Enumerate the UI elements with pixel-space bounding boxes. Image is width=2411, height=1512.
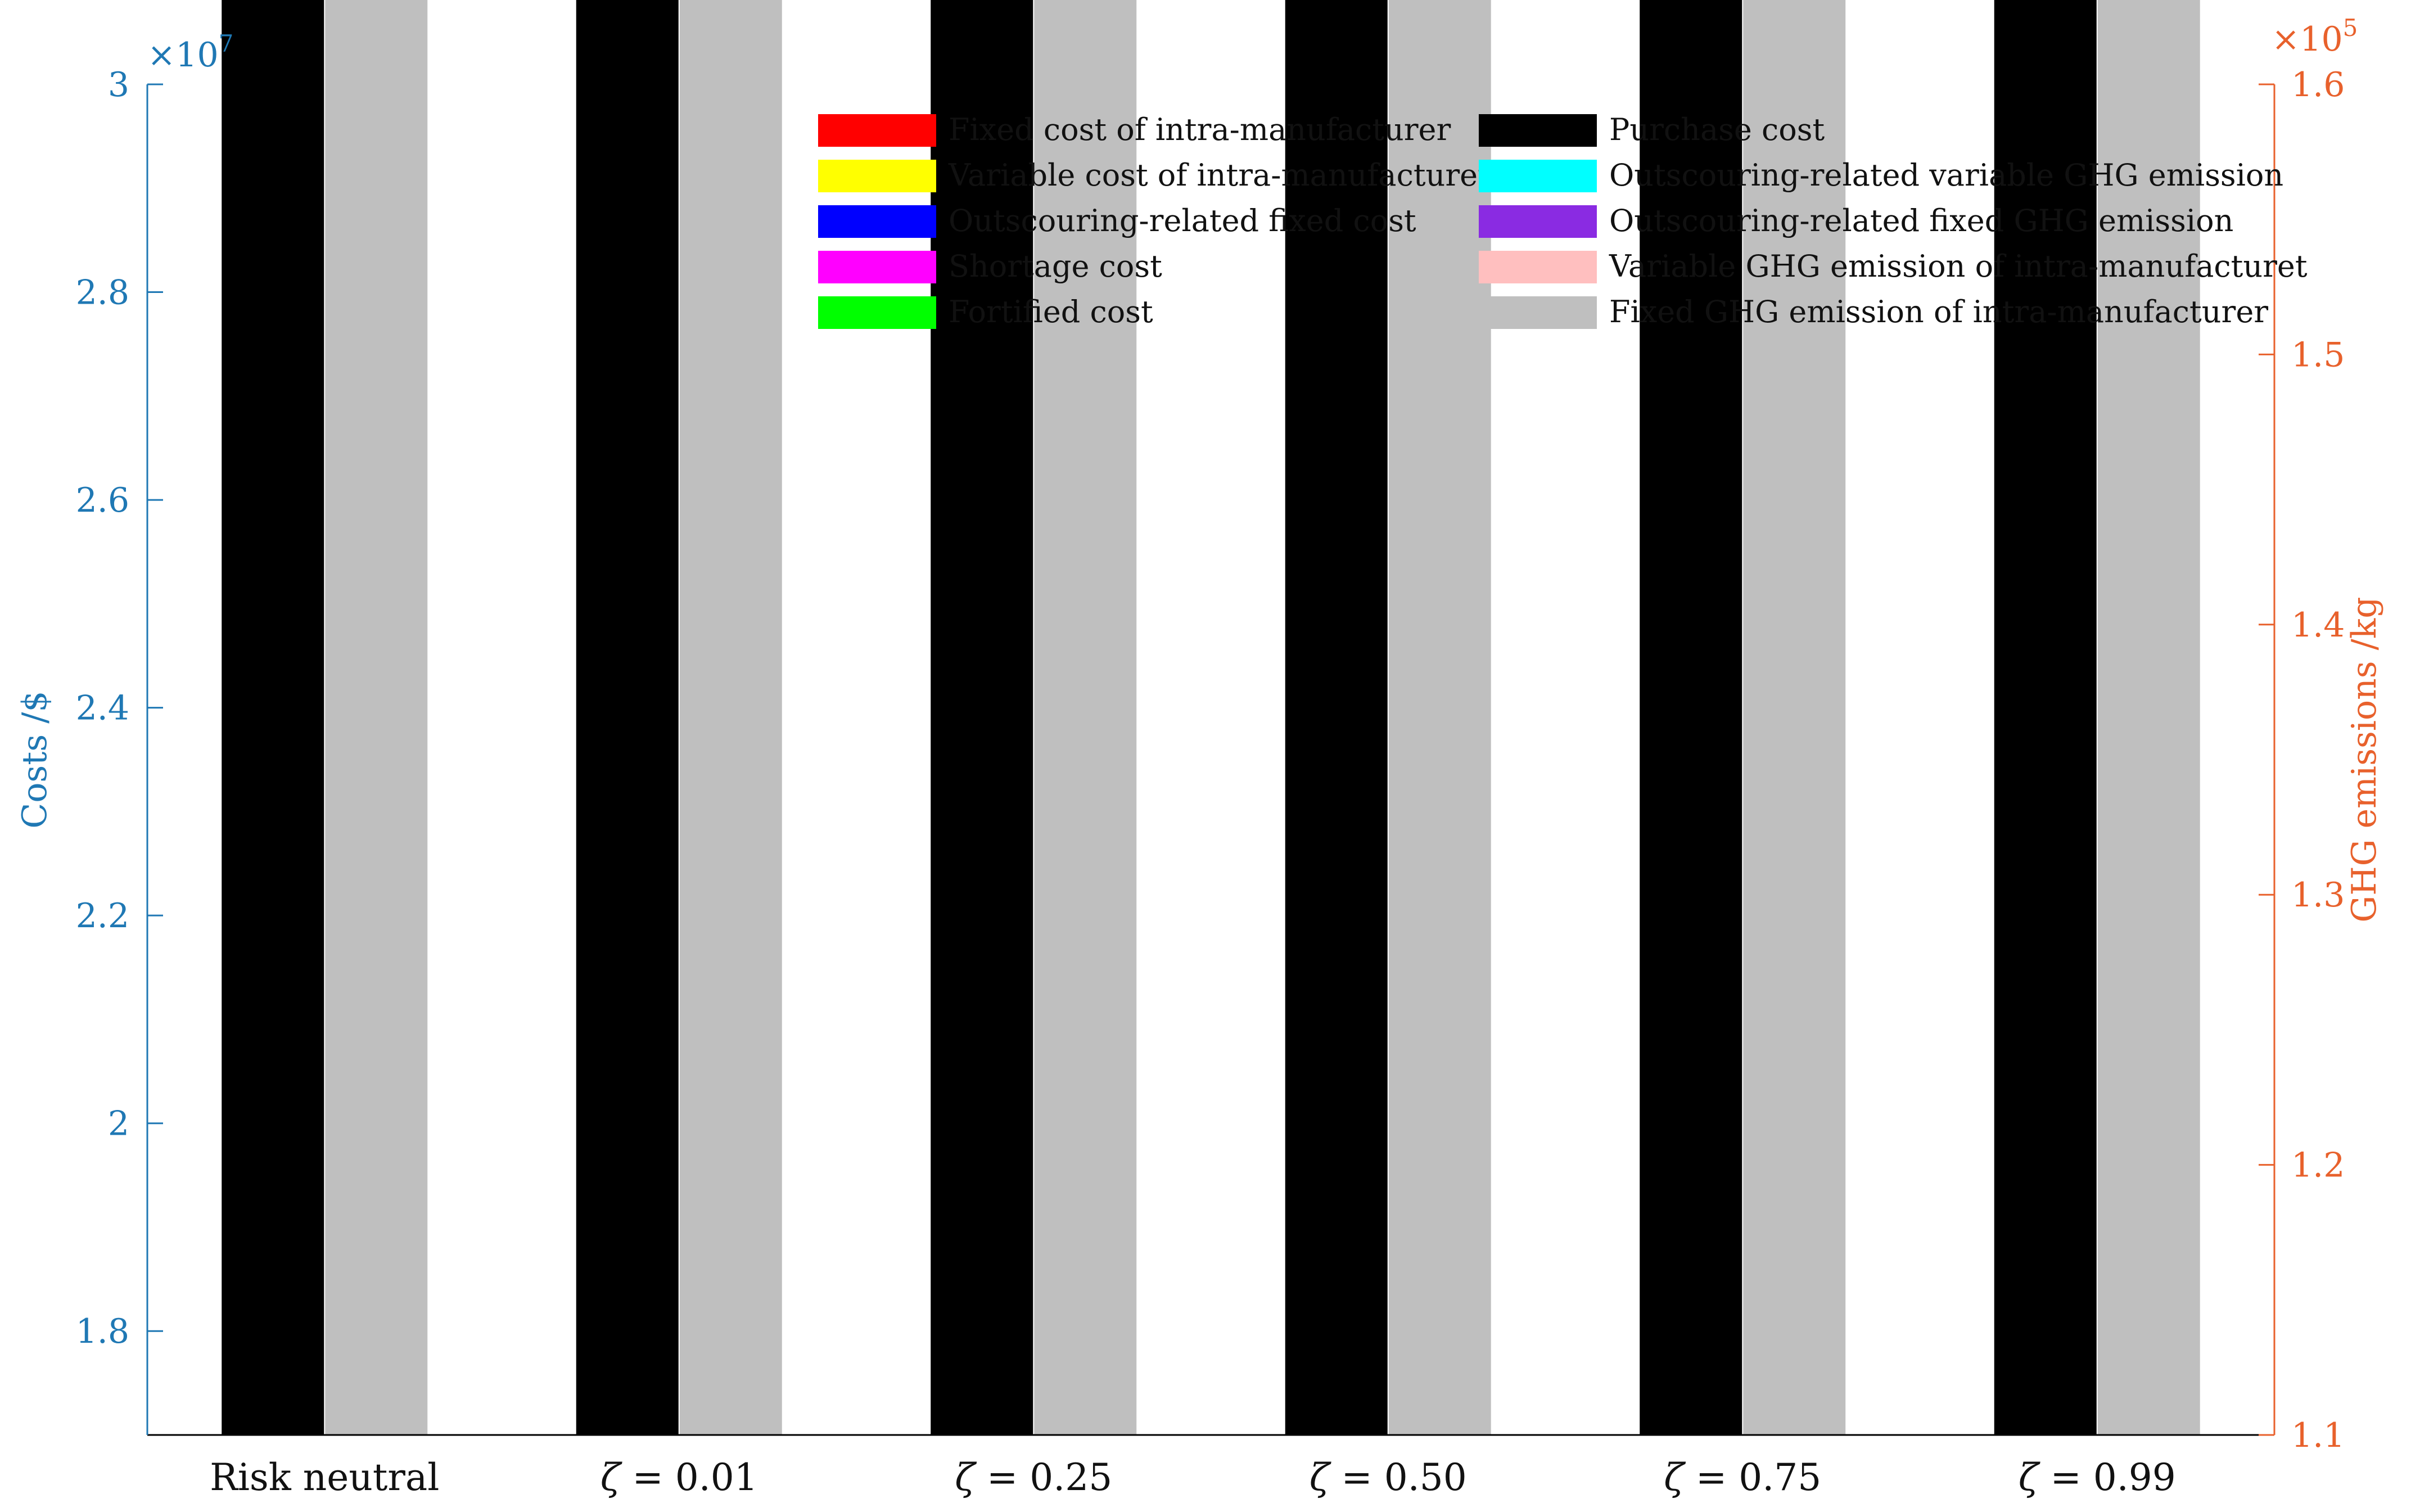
ghg-bar-5-segment-1 <box>1743 0 1846 1435</box>
legend-label-2-1: Purchase cost <box>1609 112 1825 147</box>
cost-bar-3-segment-1 <box>931 0 1033 1435</box>
right-tick-label-4: 1.4 <box>2291 606 2345 645</box>
legend-swatch-2-1 <box>1479 114 1597 147</box>
legend-swatch-2-5 <box>1479 296 1597 329</box>
ghg-bar-3-segment-1 <box>1034 0 1137 1435</box>
legend-swatch-1-2 <box>818 160 936 192</box>
left-tick-label-3: 2.2 <box>76 896 129 936</box>
left-tick-label-7: 3 <box>108 65 129 105</box>
legend-label-2-2: Outscouring-related variable GHG emissio… <box>1609 157 2283 193</box>
x-tick-symbol-2: ζ <box>601 1456 623 1499</box>
left-tick-label-1: 1.8 <box>76 1312 129 1351</box>
legend: Fixed cost of intra-manufacturer Variable… <box>818 112 2308 330</box>
cost-bar-4-segment-1 <box>1285 0 1388 1435</box>
left-axis-multiplier: ×107 <box>147 30 233 75</box>
left-axis-title: Costs /$ <box>15 690 55 828</box>
legend-label-1-3: Outscouring-related fixed cost <box>949 203 1416 238</box>
x-tick-symbol-3: ζ <box>955 1456 977 1499</box>
x-tick-text-2: = 0.01 <box>621 1456 758 1499</box>
cost-bar-1-segment-1 <box>222 0 324 1435</box>
left-tick-label-6: 2.8 <box>76 273 129 313</box>
left-tick-label-4: 2.4 <box>76 689 129 728</box>
x-tick-symbol-6: ζ <box>2019 1456 2041 1499</box>
x-tick-symbol-5: ζ <box>1664 1456 1686 1499</box>
x-tick-label-5: ζ = 0.75 <box>1664 1456 1821 1499</box>
x-tick-label-1: Risk neutral <box>210 1456 439 1499</box>
right-tick-label-6: 1.6 <box>2291 65 2345 105</box>
right-tick-label-3: 1.3 <box>2291 875 2345 915</box>
right-tick-label-5: 1.5 <box>2291 335 2345 374</box>
legend-swatch-1-4 <box>818 251 936 283</box>
legend-label-1-2: Variable cost of intra-manufacturet <box>948 157 1490 193</box>
legend-swatch-2-4 <box>1479 251 1597 283</box>
x-tick-text-1: Risk neutral <box>210 1456 439 1499</box>
legend-swatch-2-2 <box>1479 160 1597 192</box>
bars-layer <box>222 0 2200 1436</box>
x-tick-text-6: = 0.99 <box>2039 1456 2176 1499</box>
left-axis-multiplier-base: ×10 <box>147 35 219 75</box>
x-tick-label-2: ζ = 0.01 <box>601 1456 758 1499</box>
cost-bar-5-segment-1 <box>1640 0 1742 1435</box>
legend-label-1-4: Shortage cost <box>949 249 1162 284</box>
x-tick-label-6: ζ = 0.99 <box>2019 1456 2176 1499</box>
right-axis-multiplier-base: ×10 <box>2272 20 2343 59</box>
ghg-bar-4-segment-1 <box>1388 0 1491 1436</box>
legend-swatch-1-3 <box>818 205 936 238</box>
cost-bar-6-segment-1 <box>1994 0 2097 1435</box>
left-tick-label-5: 2.6 <box>76 481 129 520</box>
ghg-bar-2-segment-1 <box>679 0 782 1435</box>
cost-bar-2-segment-1 <box>576 0 679 1435</box>
x-tick-symbol-4: ζ <box>1310 1456 1332 1499</box>
right-axis-title: GHG emissions /kg <box>2345 597 2384 922</box>
x-tick-text-4: = 0.50 <box>1330 1456 1467 1499</box>
ghg-bar-1-segment-1 <box>325 0 428 1435</box>
legend-label-2-5: Fixed GHG emission of intra-manufacturer <box>1609 294 2268 330</box>
legend-swatch-1-1 <box>818 114 936 147</box>
x-tick-text-3: = 0.25 <box>975 1456 1112 1499</box>
legend-swatch-2-3 <box>1479 205 1597 238</box>
right-axis-multiplier-exponent: 5 <box>2343 14 2358 42</box>
left-tick-label-2: 2 <box>108 1104 129 1144</box>
right-tick-label-1: 1.1 <box>2291 1416 2345 1455</box>
x-tick-text-5: = 0.75 <box>1684 1456 1821 1499</box>
ghg-bar-6-segment-1 <box>2097 0 2200 1436</box>
x-tick-label-3: ζ = 0.25 <box>955 1456 1112 1499</box>
right-axis-multiplier: ×105 <box>2272 14 2358 59</box>
axes-layer: Risk neutral ζ = 0.01 ζ = 0.25 ζ = 0.50 ζ = … <box>15 14 2384 1499</box>
right-tick-label-2: 1.2 <box>2291 1146 2345 1185</box>
legend-label-1-1: Fixed cost of intra-manufacturer <box>949 112 1451 147</box>
legend-swatch-1-5 <box>818 296 936 329</box>
legend-label-1-5: Fortified cost <box>949 294 1153 330</box>
x-tick-label-4: ζ = 0.50 <box>1310 1456 1467 1499</box>
left-axis-multiplier-exponent: 7 <box>219 30 234 57</box>
legend-label-2-4: Variable GHG emission of intra-manufactu… <box>1609 249 2308 284</box>
legend-label-2-3: Outscouring-related fixed GHG emission <box>1609 203 2233 238</box>
